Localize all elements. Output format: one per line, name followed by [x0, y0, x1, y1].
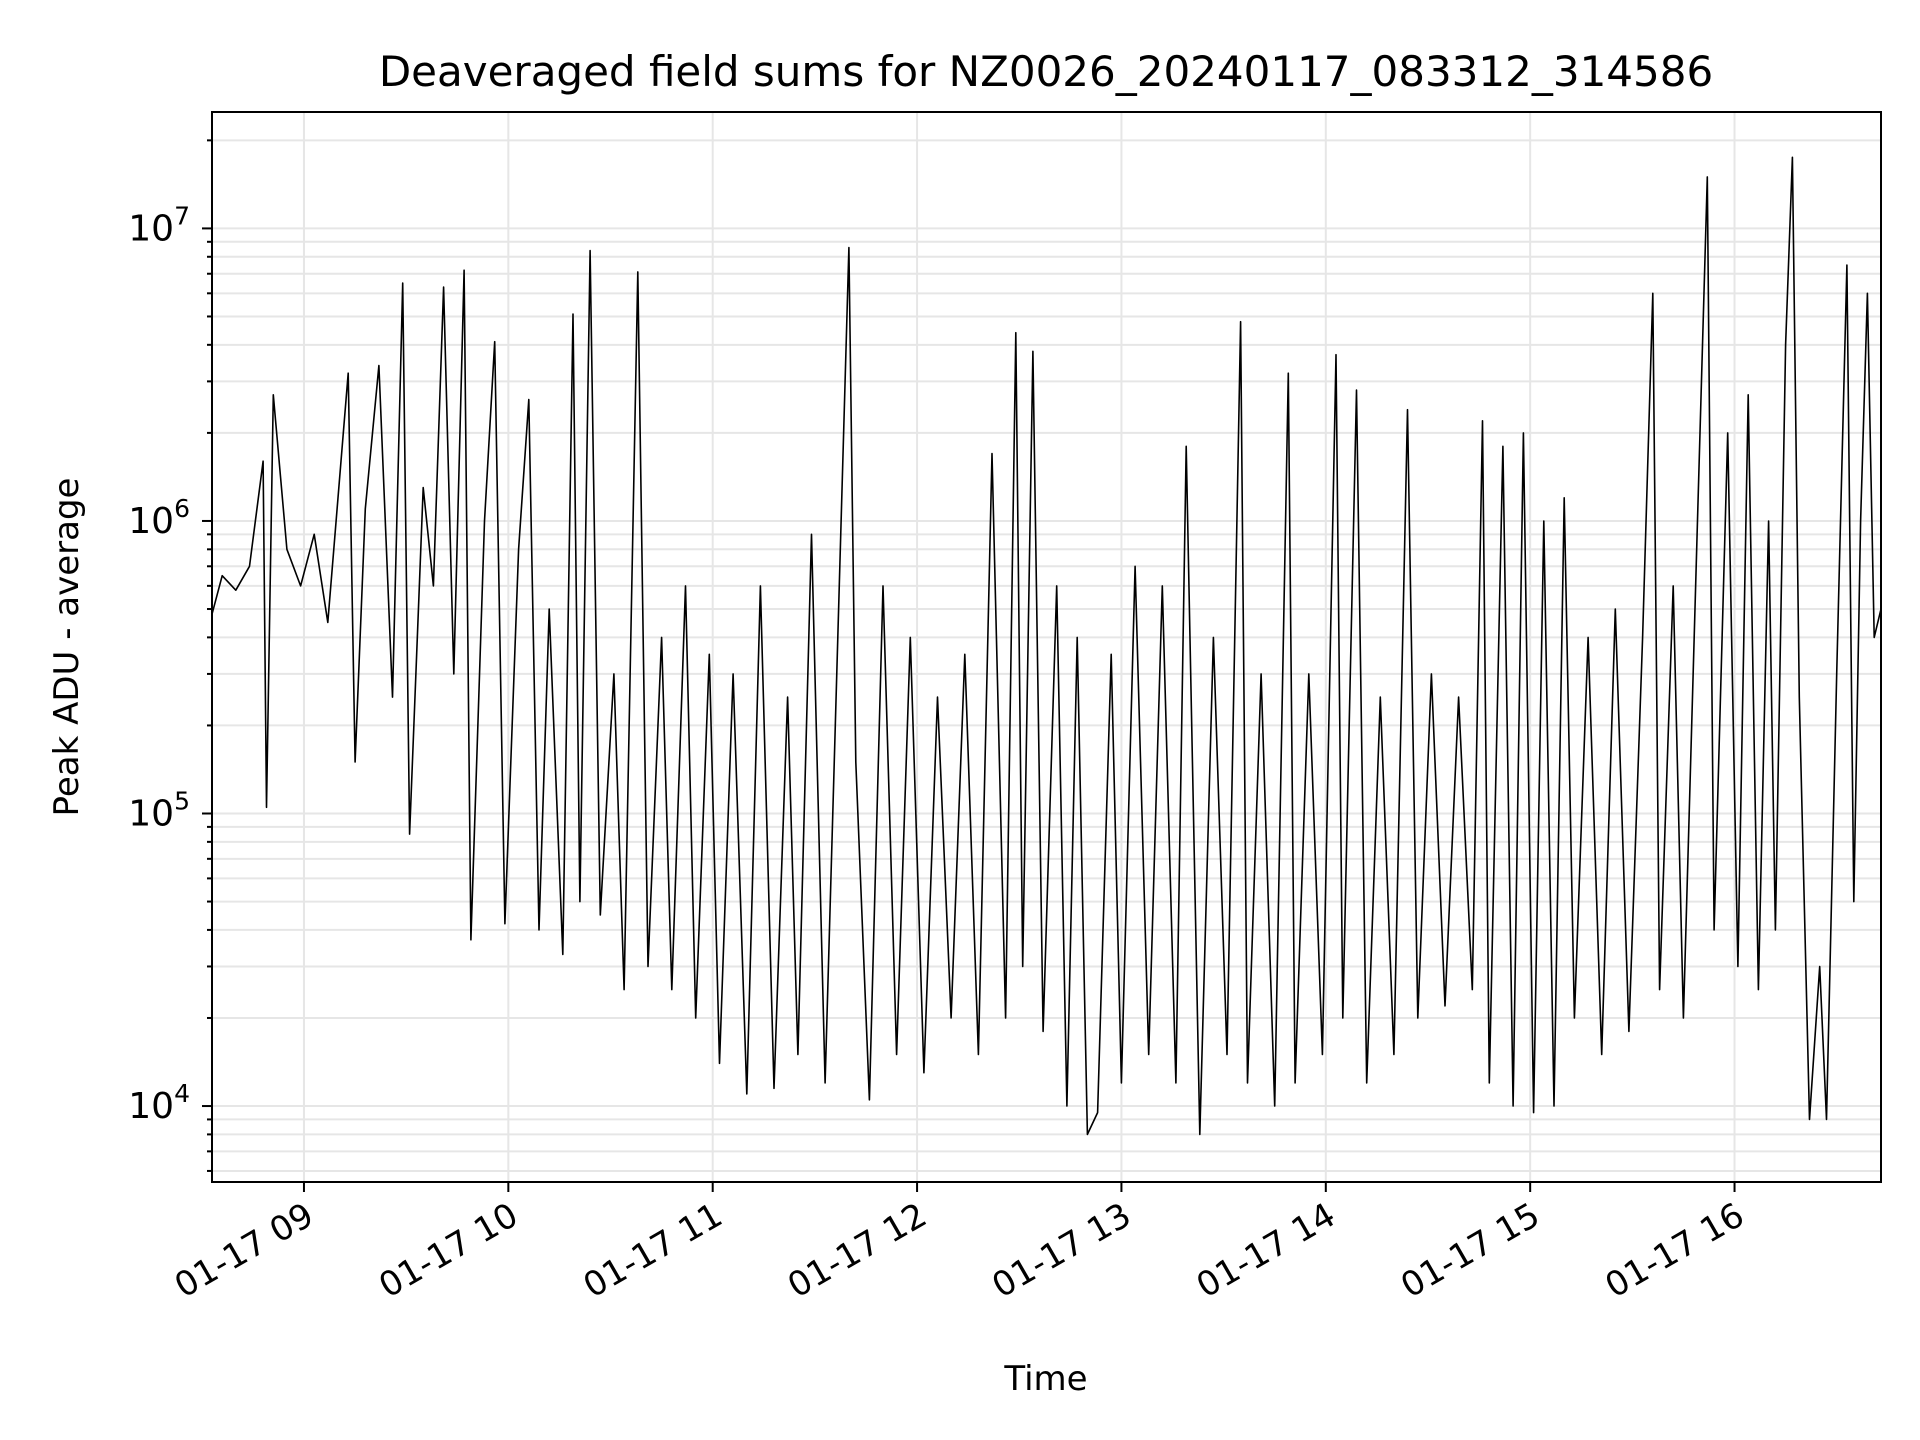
- chart-title: Deaveraged field sums for NZ0026_2024011…: [379, 47, 1713, 96]
- x-axis-label: Time: [1003, 1359, 1087, 1399]
- y-tick-label: 107: [128, 201, 190, 249]
- series-line: [212, 156, 1881, 1136]
- y-axis-label: Peak ADU - average: [47, 478, 87, 817]
- series-layer: [212, 156, 1881, 1136]
- plot-frame: [211, 111, 1882, 1183]
- grid: [212, 112, 1881, 1182]
- y-tick-label: 105: [128, 787, 190, 835]
- y-tick-label: 106: [128, 494, 190, 542]
- y-tick-label: 104: [128, 1079, 190, 1127]
- y-axis: 104 105 106 107: [128, 139, 212, 1172]
